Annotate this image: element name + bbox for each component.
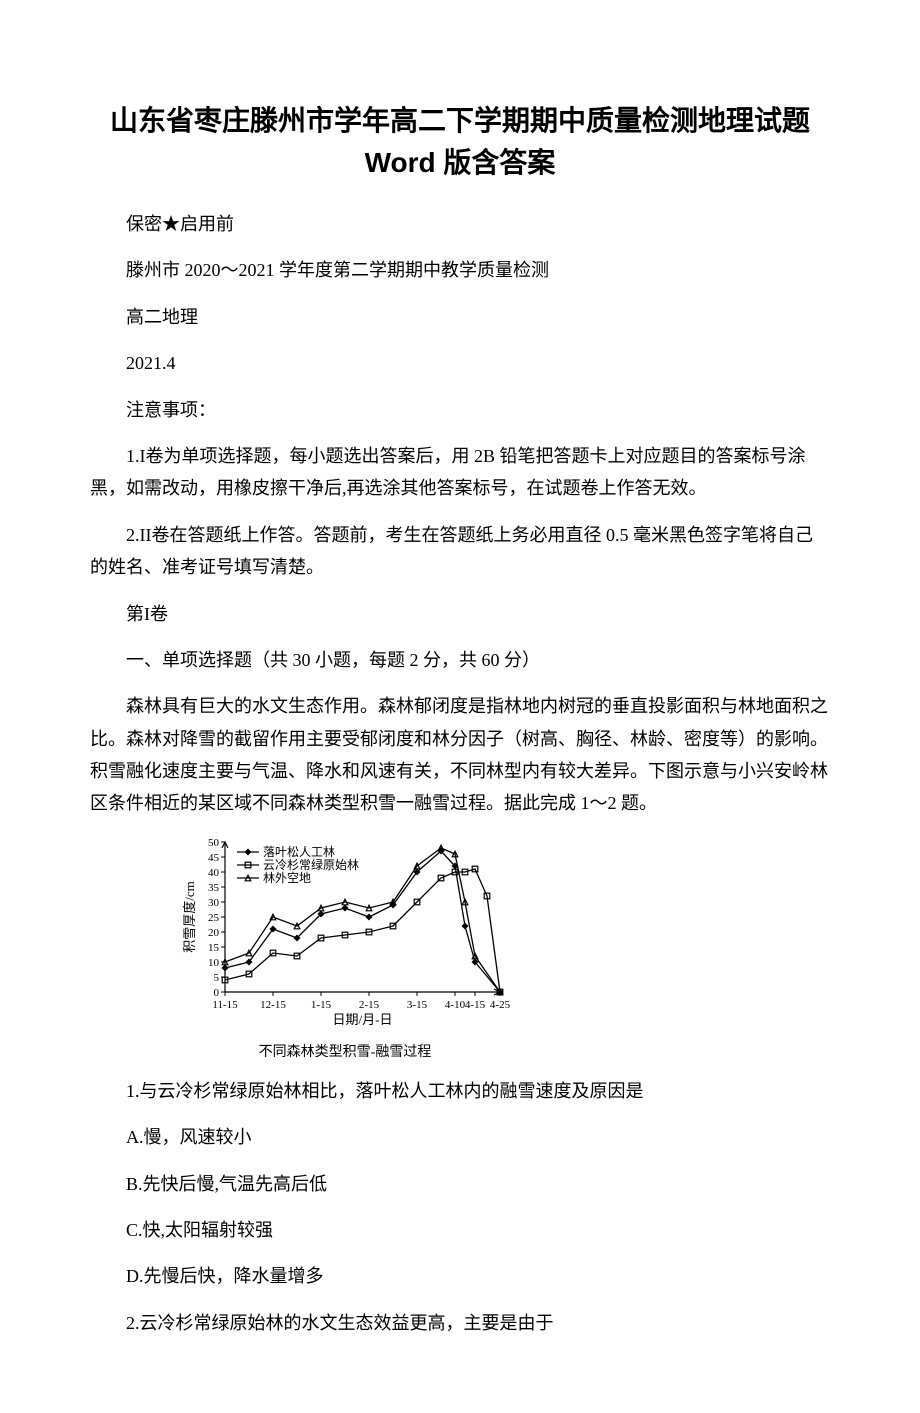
svg-text:云冷杉常绿原始林: 云冷杉常绿原始林 <box>263 857 359 872</box>
confidential-label: 保密★启用前 <box>90 208 830 240</box>
svg-text:3-15: 3-15 <box>407 999 428 1011</box>
svg-text:40: 40 <box>208 867 220 879</box>
part-heading: 一、单项选择题（共 30 小题，每题 2 分，共 60 分） <box>90 644 830 676</box>
section-label: 第I卷 <box>90 598 830 630</box>
notice-item-1: 1.I卷为单项选择题，每小题选出答案后，用 2B 铅笔把答题卡上对应题目的答案标… <box>90 440 830 505</box>
svg-text:1-15: 1-15 <box>311 999 332 1011</box>
question-1-option-c: C.快,太阳辐射较强 <box>90 1214 830 1246</box>
svg-text:4-15: 4-15 <box>465 999 486 1011</box>
passage-text: 森林具有巨大的水文生态作用。森林郁闭度是指林地内树冠的垂直投影面积与林地面积之比… <box>90 690 830 820</box>
date-label: 2021.4 <box>90 347 830 379</box>
svg-text:10: 10 <box>208 957 220 969</box>
chart-caption: 不同森林类型积雪-融雪过程 <box>180 1041 510 1061</box>
notice-heading: 注意事项： <box>90 394 830 426</box>
title-line-2: Word 版含答案 <box>365 147 556 178</box>
question-1-stem: 1.与云冷杉常绿原始林相比，落叶松人工林内的融雪速度及原因是 <box>90 1075 830 1107</box>
svg-text:20: 20 <box>208 927 220 939</box>
svg-text:15: 15 <box>208 942 220 954</box>
svg-text:林外空地: 林外空地 <box>263 871 311 885</box>
subject-label: 高二地理 <box>90 301 830 333</box>
question-1-option-d: D.先慢后快，降水量增多 <box>90 1260 830 1292</box>
svg-text:落叶松人工林: 落叶松人工林 <box>263 845 335 859</box>
svg-text:35: 35 <box>208 882 220 894</box>
svg-text:积雪厚度/cm: 积雪厚度/cm <box>182 881 197 953</box>
title-line-1: 山东省枣庄滕州市学年高二下学期期中质量检测地理试题 <box>110 105 810 136</box>
svg-text:4-10: 4-10 <box>445 999 466 1011</box>
svg-text:45: 45 <box>208 852 220 864</box>
svg-text:11-15: 11-15 <box>212 999 238 1011</box>
page-title: 山东省枣庄滕州市学年高二下学期期中质量检测地理试题 Word 版含答案 <box>90 100 830 184</box>
svg-text:50: 50 <box>208 837 220 849</box>
chart-svg: 0 5 10 15 20 25 30 35 40 45 50 11-15 12-15 1-15 2-15 3-… <box>180 834 510 1034</box>
svg-text:30: 30 <box>208 897 220 909</box>
svg-text:12-15: 12-15 <box>260 999 286 1011</box>
notice-item-2: 2.II卷在答题纸上作答。答题前，考生在答题纸上务必用直径 0.5 毫米黑色签字… <box>90 519 830 584</box>
svg-text:4-25: 4-25 <box>490 999 510 1011</box>
svg-text:0: 0 <box>214 987 220 999</box>
svg-text:5: 5 <box>214 972 220 984</box>
question-1-option-b: B.先快后慢,气温先高后低 <box>90 1168 830 1200</box>
svg-text:2-15: 2-15 <box>359 999 380 1011</box>
svg-text:25: 25 <box>208 912 220 924</box>
snow-chart: 0 5 10 15 20 25 30 35 40 45 50 11-15 12-15 1-15 2-15 3-… <box>180 834 830 1061</box>
question-1-option-a: A.慢，风速较小 <box>90 1121 830 1153</box>
svg-text:日期/月-日: 日期/月-日 <box>333 1012 393 1027</box>
exam-subtitle: 滕州市 2020～2021 学年度第二学期期中教学质量检测 <box>90 254 830 286</box>
question-2-stem: 2.云冷杉常绿原始林的水文生态效益更高，主要是由于 <box>90 1307 830 1339</box>
